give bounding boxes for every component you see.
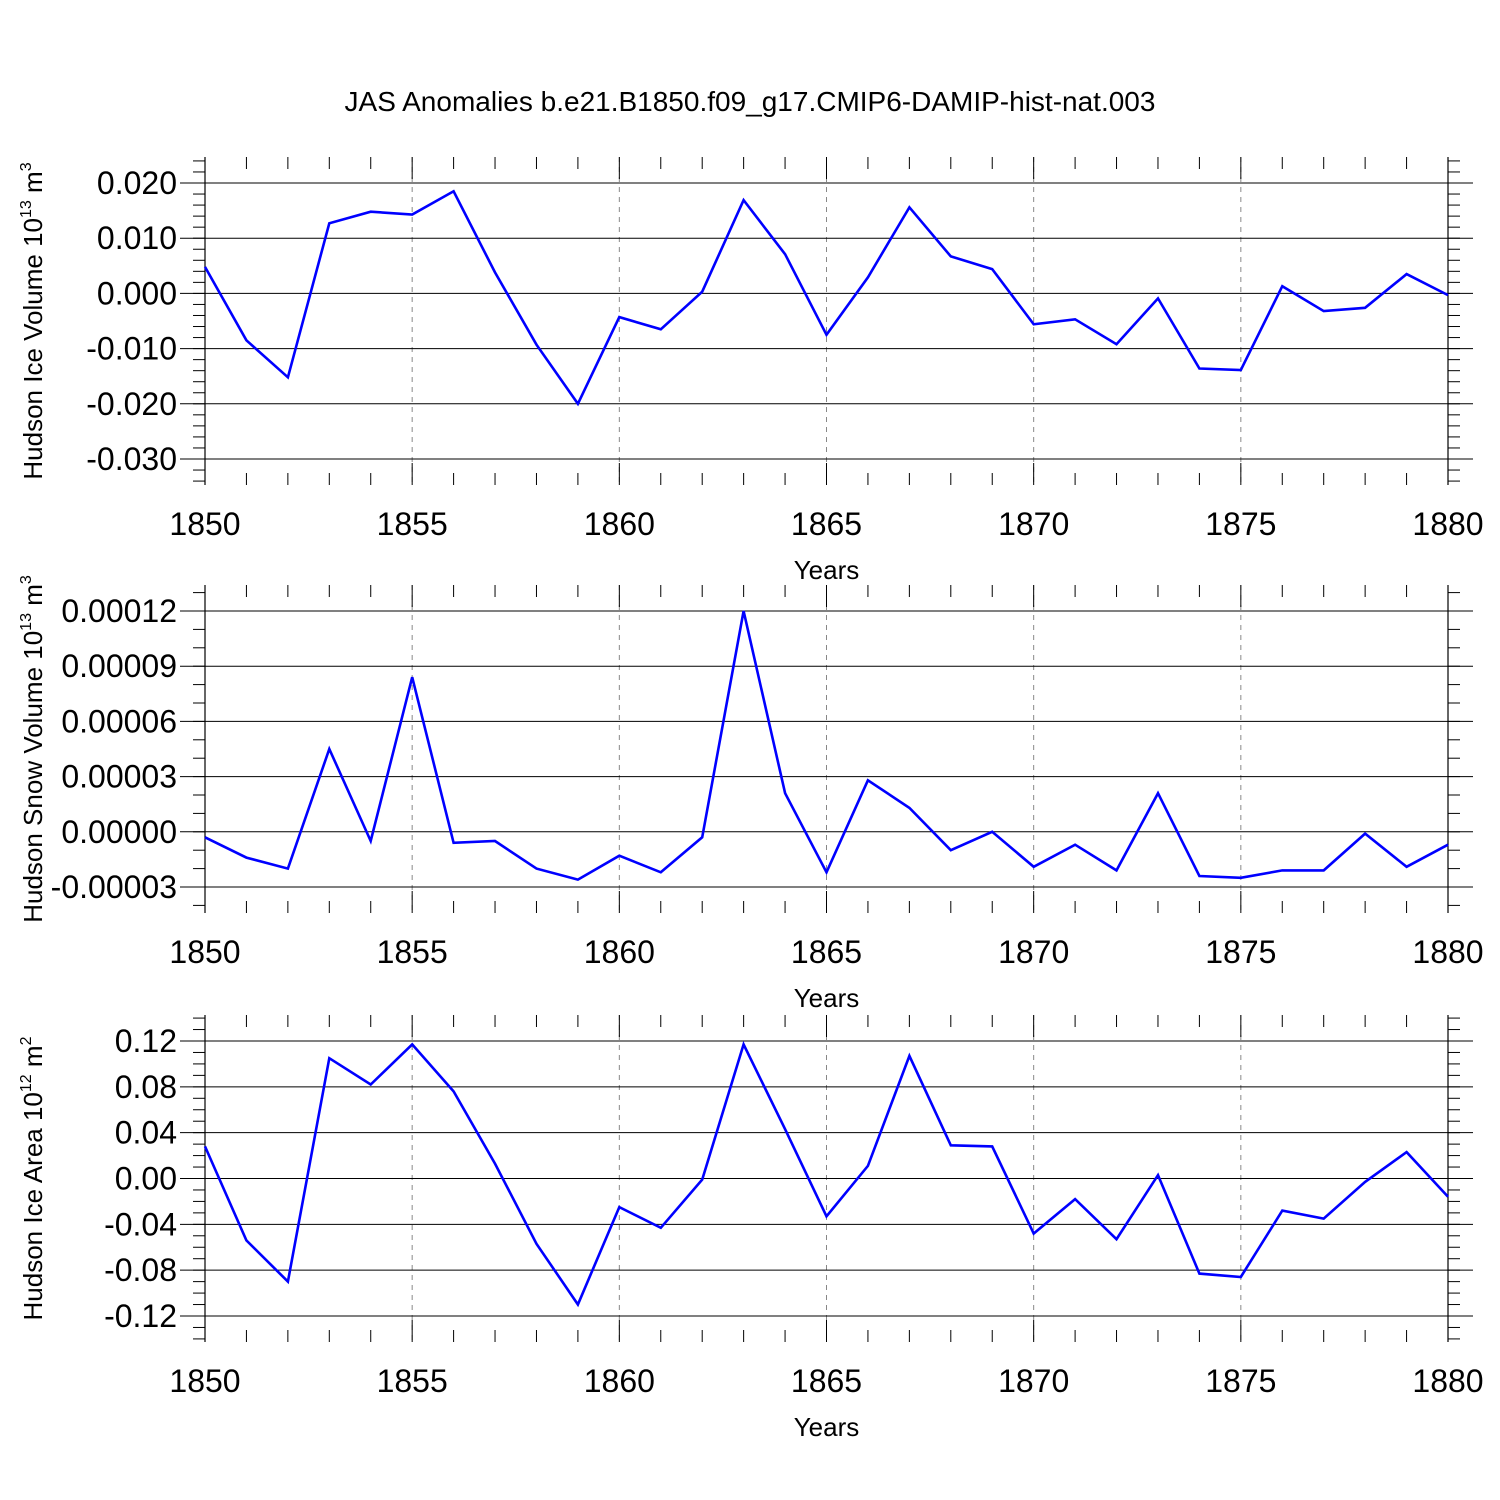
y-tick-label: 0.000: [97, 275, 177, 311]
y-tick-label: -0.12: [104, 1298, 177, 1334]
x-tick-label: 1855: [377, 1363, 448, 1399]
y-axis-label-exponent: 12: [18, 1074, 35, 1092]
y-tick-label: 0.08: [115, 1069, 177, 1105]
y-axis-label: Hudson Ice Area 1012 m2: [18, 1036, 48, 1320]
y-axis-label-text: Hudson Ice Area 10: [18, 1092, 48, 1320]
y-tick-label: -0.08: [104, 1252, 177, 1288]
x-tick-label: 1880: [1412, 1363, 1483, 1399]
panels: -0.030 -0.020 -0.010 0.000 0.010 0.020 1850 185…: [18, 157, 1484, 1442]
x-tick-label: 1875: [1205, 934, 1276, 970]
y-tick-label: 0.12: [115, 1023, 177, 1059]
x-tick-label: 1860: [584, 1363, 655, 1399]
x-tick-label: 1855: [377, 506, 448, 542]
y-axis-label-unit: m: [18, 1045, 48, 1074]
y-axis-label-exponent: 13: [18, 200, 35, 218]
y-tick-label: 0.010: [97, 220, 177, 256]
x-tick-label: 1870: [998, 1363, 1069, 1399]
y-tick-label: -0.010: [86, 331, 177, 367]
x-axis-label: Years: [794, 983, 860, 1013]
y-tick-label: 0.00009: [61, 648, 177, 684]
x-tick-label: 1875: [1205, 506, 1276, 542]
y-tick-label: -0.030: [86, 441, 177, 477]
y-tick-label: 0.00: [115, 1161, 177, 1197]
y-tick-label: 0.00000: [61, 814, 177, 850]
x-tick-label: 1870: [998, 506, 1069, 542]
x-tick-label: 1870: [998, 934, 1069, 970]
x-tick-label: 1865: [791, 506, 862, 542]
y-axis-label-unit: m: [18, 171, 48, 200]
y-tick-label: -0.04: [104, 1206, 177, 1242]
y-axis-label: Hudson Ice Volume 1013 m3: [18, 162, 48, 479]
x-tick-label: 1855: [377, 934, 448, 970]
y-axis-label-text: Hudson Ice Volume 10: [18, 218, 48, 480]
y-axis-label-unit-exponent: 2: [18, 1036, 35, 1045]
x-axis-label: Years: [794, 1412, 860, 1442]
x-tick-label: 1850: [169, 934, 240, 970]
chart-title: JAS Anomalies b.e21.B1850.f09_g17.CMIP6-…: [345, 86, 1156, 117]
y-tick-label: 0.00003: [61, 759, 177, 795]
y-axis-label-unit: m: [18, 584, 48, 613]
x-tick-label: 1865: [791, 934, 862, 970]
y-tick-label: -0.00003: [51, 869, 177, 905]
x-tick-label: 1850: [169, 1363, 240, 1399]
x-tick-label: 1850: [169, 506, 240, 542]
x-tick-label: 1880: [1412, 934, 1483, 970]
panel-3: -0.12 -0.08 -0.04 0.00 0.04 0.08 0.12 1850 1855 1…: [18, 1015, 1484, 1442]
y-tick-label: 0.020: [97, 165, 177, 201]
y-tick-label: 0.00006: [61, 703, 177, 739]
panel-1: -0.030 -0.020 -0.010 0.000 0.010 0.020 1850 185…: [18, 157, 1484, 585]
y-tick-label: 0.04: [115, 1115, 177, 1151]
y-tick-label: 0.00012: [61, 593, 177, 629]
x-tick-label: 1880: [1412, 506, 1483, 542]
panel-2: -0.00003 0.00000 0.00003 0.00006 0.00009 0.00…: [18, 575, 1484, 1013]
x-axis-label: Years: [794, 555, 860, 585]
x-tick-label: 1865: [791, 1363, 862, 1399]
y-tick-label: -0.020: [86, 386, 177, 422]
x-tick-label: 1875: [1205, 1363, 1276, 1399]
x-tick-label: 1860: [584, 506, 655, 542]
y-axis-label-exponent: 13: [18, 613, 35, 631]
x-tick-label: 1860: [584, 934, 655, 970]
y-axis-label-unit-exponent: 3: [18, 575, 35, 584]
y-axis-label-unit-exponent: 3: [18, 162, 35, 171]
y-axis-label-text: Hudson Snow Volume 10: [18, 631, 48, 923]
y-axis-label: Hudson Snow Volume 1013 m3: [18, 575, 48, 923]
